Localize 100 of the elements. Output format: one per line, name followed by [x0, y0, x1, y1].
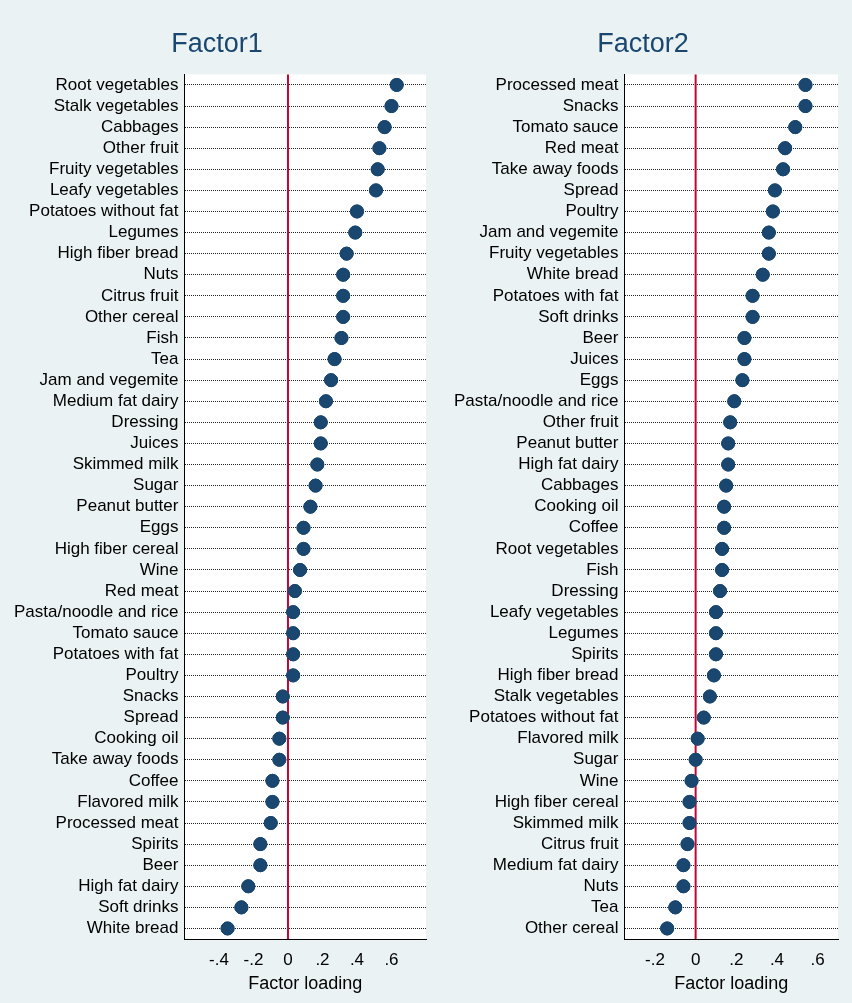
point: [737, 331, 752, 345]
x-tick-label: .6: [384, 949, 399, 969]
x-tick-label: -.4: [209, 949, 229, 969]
point: [761, 246, 776, 261]
point: [313, 436, 328, 451]
y-tick-label: Tea: [591, 897, 619, 917]
x-tick-label: .6: [810, 949, 825, 969]
y-tick-label: Fish: [586, 559, 619, 579]
point: [706, 668, 721, 683]
point: [296, 520, 311, 535]
point: [287, 584, 302, 599]
point: [275, 710, 290, 725]
y-tick-label: Soft drinks: [98, 897, 179, 917]
y-tick-label: Spirits: [571, 644, 619, 663]
point: [265, 773, 280, 788]
y-tick-label: Other cereal: [524, 918, 619, 938]
point: [682, 794, 697, 809]
y-tick-label: Spread: [563, 180, 619, 200]
y-tick-label: Pasta/noodle and rice: [13, 601, 179, 621]
point: [336, 309, 351, 324]
point: [737, 352, 752, 367]
y-tick-label: Spread: [123, 707, 179, 727]
point: [349, 204, 364, 219]
point: [286, 626, 301, 641]
y-tick-label: Cooking oil: [94, 728, 179, 748]
point: [776, 162, 791, 177]
point: [296, 541, 311, 556]
point: [708, 647, 723, 662]
point: [368, 183, 383, 198]
point: [286, 668, 301, 683]
x-tick-label: .2: [315, 949, 330, 969]
point: [727, 394, 742, 409]
x-tick-label: .2: [729, 949, 744, 969]
x-axis-title: Factor loading: [674, 973, 789, 994]
y-tick-label: Eggs: [139, 517, 179, 537]
point: [336, 288, 351, 303]
point: [336, 267, 351, 282]
point: [690, 731, 705, 746]
x-tick-label: .4: [769, 949, 785, 969]
y-tick-label: Jam and vegemite: [479, 222, 619, 242]
point: [327, 352, 342, 367]
y-tick-label: Fish: [146, 327, 179, 347]
point: [272, 731, 287, 746]
x-tick-label: -.2: [243, 949, 264, 969]
point: [265, 794, 280, 809]
point: [234, 900, 249, 915]
y-tick-label: Soft drinks: [538, 306, 619, 326]
point: [745, 288, 760, 303]
point: [220, 921, 235, 936]
y-tick-label: Eggs: [579, 369, 619, 389]
y-tick-label: Red meat: [104, 580, 179, 600]
y-tick-label: High fiber bread: [497, 665, 619, 685]
y-tick-label: Wine: [139, 559, 179, 579]
y-tick-label: Potatoes with fat: [52, 644, 179, 663]
point: [735, 373, 750, 388]
y-tick-label: Medium fat dairy: [492, 854, 619, 874]
y-tick-label: Dressing: [551, 580, 619, 600]
point: [713, 584, 728, 599]
y-tick-label: Spirits: [131, 833, 179, 853]
point: [348, 225, 363, 240]
y-tick-label: Potatoes without fat: [469, 707, 619, 727]
point: [702, 689, 717, 704]
point: [372, 141, 387, 156]
point: [745, 309, 760, 324]
chart-title: Factor2: [597, 27, 689, 58]
point: [715, 541, 730, 556]
point: [708, 605, 723, 620]
point: [684, 773, 699, 788]
point: [717, 520, 732, 535]
x-axis-title: Factor loading: [248, 973, 363, 994]
point: [688, 752, 703, 767]
point: [272, 752, 287, 767]
point: [303, 499, 318, 514]
point: [719, 478, 734, 493]
point: [253, 837, 268, 852]
x-tick-label: 0: [283, 949, 293, 969]
y-tick-label: Legumes: [108, 222, 179, 242]
point: [275, 689, 290, 704]
y-tick-label: Beer: [582, 327, 619, 347]
point: [370, 162, 385, 177]
y-tick-label: Juices: [130, 433, 179, 453]
y-tick-label: Flavored milk: [517, 728, 619, 748]
point: [286, 647, 301, 662]
y-tick-label: High fat dairy: [518, 454, 619, 474]
point: [682, 816, 697, 831]
y-tick-label: Take away foods: [51, 749, 179, 769]
point: [668, 900, 683, 915]
point: [717, 499, 732, 514]
y-tick-label: Skimmed milk: [72, 454, 179, 474]
y-tick-label: Skimmed milk: [512, 812, 619, 832]
point: [723, 415, 738, 430]
x-tick-label: 0: [690, 949, 701, 969]
y-tick-label: Legumes: [548, 622, 619, 642]
y-tick-label: Potatoes without fat: [29, 201, 179, 221]
y-tick-label: Jam and vegemite: [39, 369, 179, 389]
y-tick-label: White bread: [526, 264, 619, 284]
y-tick-label: Pasta/noodle and rice: [453, 390, 619, 410]
point: [761, 225, 776, 240]
y-tick-label: Processed meat: [55, 812, 179, 832]
y-tick-label: Stalk vegetables: [493, 686, 619, 706]
